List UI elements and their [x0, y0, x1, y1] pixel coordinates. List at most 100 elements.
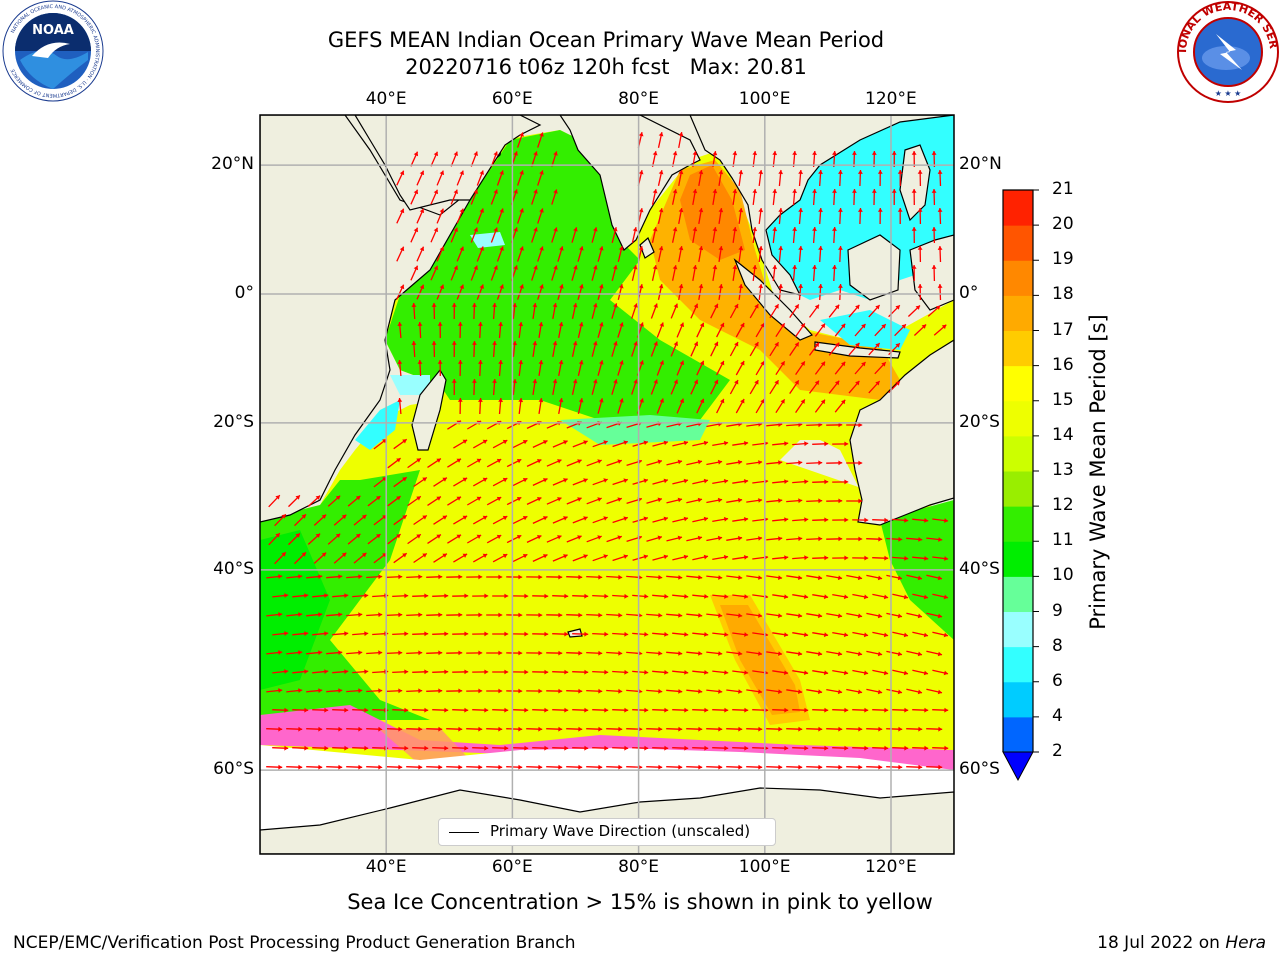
map-legend: Primary Wave Direction (unscaled) [438, 818, 776, 846]
axis-tick-label: 20°S [213, 411, 254, 432]
colorbar-label: Primary Wave Mean Period [s] [1086, 314, 1110, 630]
wave-direction-arrowhead [544, 631, 549, 637]
wave-direction-arrowhead [679, 322, 685, 328]
wave-direction-arrowhead [878, 726, 883, 732]
wave-direction-arrowhead [658, 132, 664, 137]
wave-direction-arrowhead [557, 535, 562, 540]
wave-direction-arrowhead [318, 612, 323, 617]
wave-direction-arrowhead [911, 189, 917, 193]
wave-direction-arrowhead [824, 745, 829, 751]
colorbar-tick-label: 16 [1052, 354, 1074, 375]
wave-direction-arrowhead [824, 517, 829, 523]
wave-direction-arrowhead [301, 514, 306, 519]
wave-direction-arrowhead [584, 707, 589, 713]
wave-direction-arrowhead [659, 398, 664, 403]
wave-direction-arrowhead [358, 764, 363, 770]
wave-direction-arrowhead [897, 651, 902, 657]
wave-direction-arrowhead [663, 516, 668, 522]
wave-direction-arrowhead [943, 594, 948, 600]
wave-direction-arrowhead [673, 303, 678, 308]
wave-direction-arrowhead [422, 477, 427, 482]
axis-tick-label: 0° [959, 283, 979, 303]
wave-direction-arrowhead [564, 631, 569, 637]
wave-direction-arrowhead [798, 651, 803, 656]
wave-direction-arrowhead [740, 361, 745, 366]
wave-direction-arrowhead [738, 284, 744, 289]
axis-tick-label: 100°E [738, 89, 791, 109]
wave-direction-arrowhead [479, 284, 484, 289]
wave-direction-arrowhead [537, 535, 542, 540]
wave-direction-arrowhead [677, 459, 682, 465]
wave-direction-arrowhead [738, 208, 744, 213]
wave-direction-arrowhead [734, 342, 739, 347]
wave-direction-arrowhead [519, 208, 524, 213]
wave-direction-arrowhead [592, 303, 598, 308]
wave-direction-arrowhead [413, 265, 419, 271]
wave-direction-arrowhead [917, 613, 922, 619]
wave-direction-arrowhead [482, 439, 488, 444]
wave-direction-arrowhead [658, 688, 663, 694]
wave-direction-arrowhead [484, 593, 489, 599]
wave-direction-arrowhead [444, 745, 449, 751]
wave-direction-arrowhead [298, 764, 303, 770]
wave-direction-arrowhead [519, 246, 524, 251]
wave-direction-arrowhead [558, 612, 563, 618]
wave-direction-arrowhead [638, 132, 644, 137]
wave-direction-arrowhead [398, 650, 403, 656]
wave-direction-arrowhead [584, 631, 589, 637]
wave-direction-arrowhead [533, 227, 538, 232]
wave-direction-arrowhead [564, 593, 569, 599]
wave-direction-arrowhead [492, 341, 497, 345]
wave-direction-arrowhead [664, 707, 669, 713]
wave-direction-arrowhead [699, 398, 705, 404]
wave-direction-arrowhead [275, 533, 280, 538]
wave-direction-arrowhead [758, 460, 763, 465]
wave-direction-arrowhead [624, 593, 629, 599]
wave-direction-arrowhead [484, 631, 489, 637]
wave-direction-arrowhead [673, 379, 678, 384]
colorbar-segment [1003, 506, 1033, 542]
wave-direction-arrowhead [699, 322, 705, 328]
wave-direction-arrowhead [278, 650, 283, 655]
wave-direction-arrowhead [758, 575, 763, 580]
wave-direction-arrowhead [818, 575, 823, 581]
wave-direction-arrowhead [479, 208, 484, 213]
wave-direction-arrowhead [798, 536, 803, 542]
wave-direction-arrowhead [877, 689, 883, 695]
wave-direction-arrowhead [431, 303, 437, 307]
wave-direction-arrowhead [823, 670, 829, 676]
wave-direction-arrowhead [738, 764, 743, 770]
wave-direction-arrowhead [518, 688, 523, 694]
wave-direction-arrowhead [558, 360, 564, 365]
wave-direction-arrowhead [633, 341, 638, 346]
wave-direction-arrowhead [698, 170, 704, 175]
wave-direction-arrowhead [624, 707, 629, 713]
wave-direction-arrowhead [758, 689, 763, 694]
wave-direction-arrowhead [738, 459, 743, 465]
wave-direction-arrowhead [573, 227, 578, 232]
wave-direction-arrowhead [439, 284, 445, 290]
wave-direction-arrowhead [858, 764, 863, 770]
land-madagascar [411, 368, 447, 451]
wave-direction-arrowhead [498, 726, 503, 732]
wave-direction-arrowhead [433, 189, 439, 195]
wave-direction-arrowhead [399, 246, 405, 252]
wave-direction-arrowhead [698, 208, 704, 213]
wave-direction-arrowhead [698, 689, 703, 694]
wave-direction-arrowhead [935, 305, 941, 310]
wave-direction-arrowhead [678, 651, 683, 656]
wave-direction-arrowhead [498, 360, 503, 364]
wave-direction-arrowhead [774, 380, 779, 385]
wave-direction-arrowhead [633, 379, 638, 384]
wave-direction-arrowhead [479, 170, 484, 175]
wave-direction-arrowhead [693, 379, 699, 385]
wave-direction-arrowhead [895, 305, 900, 310]
wave-direction-arrowhead [618, 688, 623, 694]
wave-direction-arrowhead [513, 227, 518, 232]
wave-direction-arrowhead [644, 593, 649, 599]
wave-direction-arrowhead [938, 726, 943, 732]
wave-direction-arrowhead [558, 322, 564, 327]
wave-direction-arrowhead [812, 151, 817, 155]
wave-direction-arrowhead [718, 651, 723, 656]
wave-direction-arrowhead [738, 535, 743, 541]
